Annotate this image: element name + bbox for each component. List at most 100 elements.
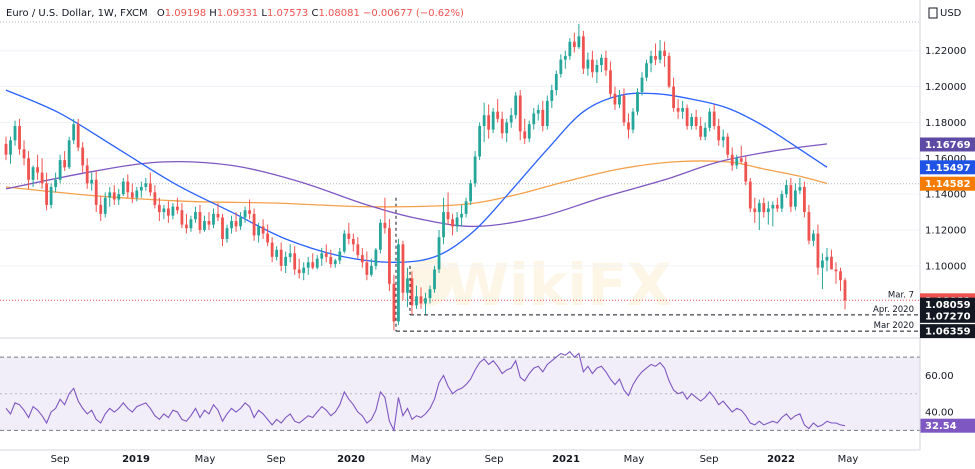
candle	[194, 206, 197, 223]
candle-body	[171, 206, 175, 216]
candle-body	[816, 233, 820, 268]
candle-body	[825, 256, 829, 261]
candle-body	[356, 244, 360, 256]
close-value: 1.08081	[318, 8, 360, 19]
candle	[793, 183, 797, 211]
candle-body	[198, 212, 202, 230]
candle	[514, 91, 518, 119]
candle-body	[121, 181, 125, 195]
candle-body	[270, 242, 274, 257]
rsi-tick-label: 40.00	[925, 408, 954, 419]
level-label: Apr. 2020	[873, 305, 914, 315]
candle-body	[67, 140, 71, 168]
candle	[563, 50, 567, 69]
candle-body	[536, 109, 540, 114]
candle	[198, 204, 202, 234]
candle-body	[234, 221, 238, 227]
candle-body	[189, 219, 193, 229]
candle	[415, 285, 418, 309]
candle-body	[455, 217, 459, 227]
time-tick-label: May	[624, 454, 645, 465]
candle	[135, 186, 139, 202]
candle-body	[527, 124, 531, 139]
candle	[270, 237, 274, 263]
candle	[496, 99, 500, 123]
time-tick-label: May	[411, 454, 432, 465]
candle-body	[351, 238, 355, 245]
candle	[189, 215, 193, 232]
candle	[550, 84, 554, 109]
symbol-header: Euro / U.S. Dollar, 1W, FXCM O1.09198 H1…	[6, 8, 464, 19]
candle	[672, 77, 675, 112]
high-value: 1.09331	[216, 8, 259, 19]
candle	[708, 108, 712, 132]
candle-body	[446, 212, 450, 220]
candle-body	[784, 185, 788, 195]
candle	[81, 142, 85, 173]
candle-body	[162, 208, 166, 213]
ma-slow-line	[5, 160, 828, 208]
candle-body	[424, 298, 427, 304]
candle-body	[45, 183, 48, 205]
candle	[771, 201, 775, 227]
time-axis[interactable]: Sep 2019 May Sep 2020 May Sep 2021 May Sep 2022 May	[51, 454, 859, 465]
candle-body	[442, 212, 445, 238]
candle-body	[126, 181, 130, 193]
symbol-title[interactable]: Euro / U.S. Dollar, 1W, FXCM	[6, 8, 148, 19]
candle-body	[252, 213, 256, 236]
candle	[527, 120, 531, 143]
price-tag-box	[920, 324, 975, 339]
candle-body	[739, 158, 743, 162]
candle	[22, 140, 26, 166]
candle	[126, 174, 130, 198]
price-axis[interactable]: 1.10000 1.12000 1.14000 1.16000 1.18000 1.200…	[925, 46, 966, 272]
candle-body	[645, 63, 648, 78]
candle-body	[613, 93, 617, 105]
candle	[739, 145, 743, 164]
candle	[789, 178, 793, 213]
candle-body	[4, 143, 8, 155]
watermark-text: WikiFX	[445, 251, 672, 319]
candle-body	[681, 108, 685, 112]
candle-body	[563, 56, 567, 60]
candle-body	[180, 210, 184, 225]
candle	[252, 208, 256, 241]
candle	[464, 197, 468, 218]
candle	[586, 52, 590, 76]
candle	[451, 213, 454, 236]
time-tick-label: Sep	[700, 454, 719, 465]
candle-body	[699, 126, 703, 137]
candle-body	[406, 278, 409, 293]
watermark: WikiFX	[404, 251, 672, 319]
candle-body	[333, 260, 337, 265]
currency-label[interactable]: USD	[940, 8, 962, 19]
time-tick-label: May	[838, 454, 859, 465]
candle	[288, 244, 292, 263]
candle-body	[378, 222, 382, 250]
candle	[392, 274, 396, 331]
candle	[18, 118, 21, 155]
candle	[721, 129, 725, 148]
candle	[203, 215, 206, 232]
candle	[406, 267, 409, 308]
candle-body	[27, 158, 30, 180]
candle	[230, 215, 233, 234]
candle-body	[663, 50, 666, 57]
candle-body	[415, 296, 418, 306]
price-tag-label: 1.06359	[925, 327, 971, 338]
candle-body	[523, 131, 527, 139]
candle-body	[22, 149, 26, 159]
candle-body	[311, 262, 315, 268]
candle-body	[775, 204, 779, 209]
candle-body	[604, 57, 608, 71]
candle	[509, 108, 513, 128]
candle-body	[830, 256, 833, 270]
candle-body	[230, 221, 233, 229]
candle-body	[762, 203, 766, 213]
candle	[803, 181, 806, 218]
candle-body	[618, 95, 621, 105]
candle-body	[166, 208, 170, 216]
candle	[676, 99, 680, 119]
